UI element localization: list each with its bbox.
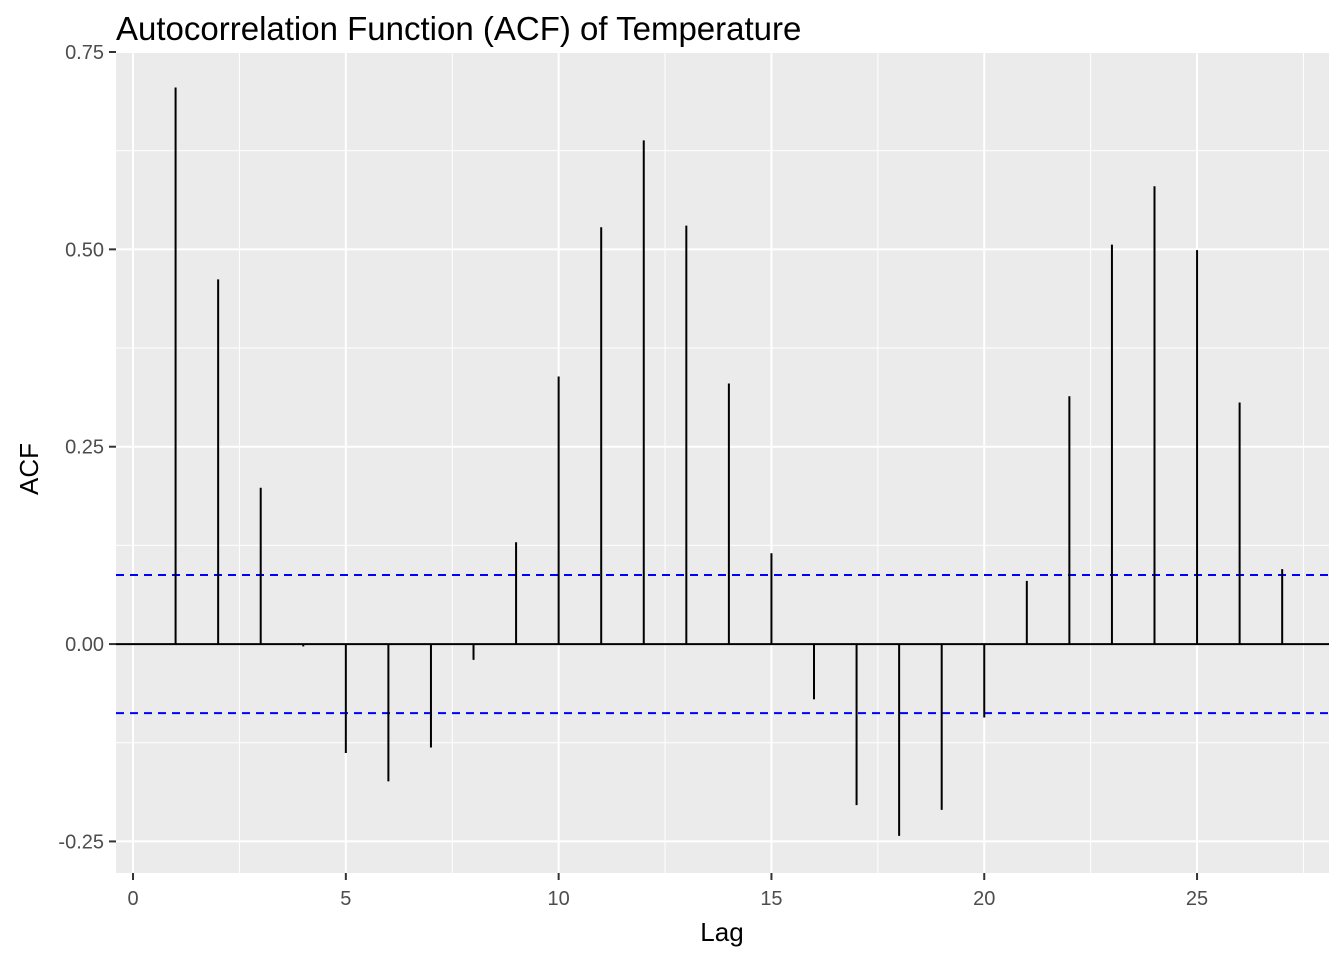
y-tick-label: 0.00 (65, 634, 104, 656)
acf-bars (174, 87, 1284, 836)
y-axis-title: ACF (14, 443, 44, 495)
x-tick-label: 15 (760, 888, 782, 910)
chart-title: Autocorrelation Function (ACF) of Temper… (116, 10, 801, 47)
y-tick-label: -0.25 (58, 831, 104, 853)
x-tick-label: 5 (340, 888, 351, 910)
x-tick-label: 0 (127, 888, 138, 910)
y-tick-label: 0.75 (65, 42, 104, 64)
axes: -0.25 0.00 0.25 0.50 0.75 0 5 10 15 20 25 (58, 42, 1208, 910)
confidence-bounds (116, 573, 1329, 715)
x-tick-label: 10 (548, 888, 570, 910)
x-tick-label: 20 (973, 888, 995, 910)
x-axis-title: Lag (700, 917, 743, 947)
y-tick-label: 0.50 (65, 239, 104, 261)
x-tick-label: 25 (1186, 888, 1208, 910)
y-tick-label: 0.25 (65, 437, 104, 459)
plot-panel (116, 52, 1329, 873)
